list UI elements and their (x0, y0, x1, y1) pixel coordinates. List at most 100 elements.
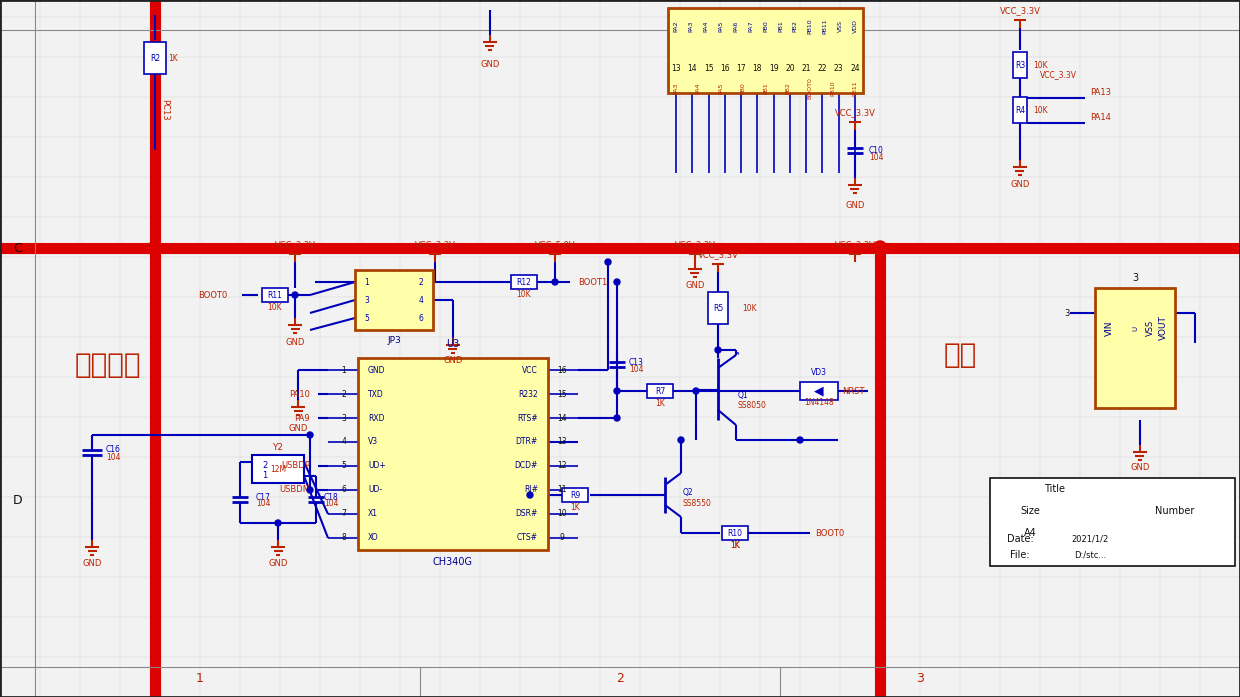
Text: 6: 6 (419, 314, 423, 323)
Text: C16: C16 (105, 445, 120, 454)
Text: VCC_3.3V: VCC_3.3V (698, 250, 739, 259)
Text: VOUT: VOUT (1158, 316, 1168, 340)
Circle shape (715, 347, 720, 353)
Text: DCD#: DCD# (515, 461, 538, 470)
Text: VCC_3.3V: VCC_3.3V (835, 240, 875, 250)
Text: VCC_3.3V: VCC_3.3V (274, 240, 315, 250)
Text: V3: V3 (368, 438, 378, 447)
Text: VSS: VSS (1146, 320, 1154, 336)
Text: 4: 4 (419, 296, 423, 305)
Text: VIN: VIN (1105, 320, 1114, 336)
Text: UD+: UD+ (368, 461, 386, 470)
Text: BOOT0: BOOT0 (198, 291, 228, 300)
Text: PB10: PB10 (830, 80, 835, 95)
Bar (722, 526, 748, 540)
Text: PA13: PA13 (1090, 88, 1111, 96)
Text: Title: Title (1044, 484, 1065, 494)
Text: C18: C18 (324, 493, 339, 502)
Text: PA3: PA3 (688, 20, 693, 32)
Circle shape (693, 388, 699, 394)
Text: 10K: 10K (268, 302, 283, 312)
Text: 104: 104 (105, 452, 120, 461)
Text: 2021/1/2: 2021/1/2 (1071, 535, 1109, 544)
Text: GND: GND (480, 59, 500, 68)
Text: 1: 1 (263, 470, 268, 480)
Text: R9: R9 (570, 491, 580, 500)
Text: PB11: PB11 (852, 80, 858, 95)
Text: R3: R3 (1014, 61, 1025, 70)
Text: 2: 2 (419, 277, 423, 286)
Text: 16: 16 (720, 63, 729, 72)
Text: BOOT0: BOOT0 (807, 77, 812, 99)
Text: PA5: PA5 (718, 82, 723, 93)
Text: 3: 3 (1064, 309, 1070, 318)
Text: 3: 3 (1132, 273, 1138, 283)
Text: 2: 2 (263, 461, 268, 470)
Text: R4: R4 (1014, 105, 1025, 114)
Text: PB2: PB2 (785, 82, 790, 94)
Text: 4: 4 (341, 438, 346, 447)
Text: 下载电路: 下载电路 (74, 351, 141, 379)
Text: VCC_3.3V: VCC_3.3V (835, 109, 875, 118)
Text: Y2: Y2 (273, 443, 284, 452)
Text: ◀: ◀ (815, 385, 823, 397)
Text: R2: R2 (150, 54, 160, 63)
Text: BOOT1: BOOT1 (578, 277, 608, 286)
Text: 10K: 10K (742, 303, 756, 312)
Bar (562, 488, 588, 502)
Text: 10K: 10K (1034, 105, 1048, 114)
Text: RI#: RI# (525, 486, 538, 494)
Text: PB0: PB0 (740, 82, 745, 94)
Text: 104: 104 (255, 500, 270, 509)
Bar (708, 292, 728, 324)
Text: VCC_3.3V: VCC_3.3V (675, 240, 715, 250)
Text: 1: 1 (342, 365, 346, 374)
Text: C17: C17 (255, 493, 270, 502)
Text: 12M: 12M (270, 464, 286, 473)
Bar (800, 382, 838, 400)
Text: CH340G: CH340G (433, 557, 472, 567)
Text: Q2: Q2 (683, 487, 693, 496)
Text: 15: 15 (557, 390, 567, 399)
Bar (1095, 288, 1176, 408)
Text: PA3: PA3 (673, 82, 678, 94)
Text: A4: A4 (1024, 528, 1037, 538)
Circle shape (308, 432, 312, 438)
Text: GND: GND (368, 365, 386, 374)
Text: SS8050: SS8050 (738, 401, 766, 410)
Text: PA10: PA10 (289, 390, 310, 399)
Text: 20: 20 (785, 63, 795, 72)
Text: GND: GND (268, 558, 288, 567)
Text: 13: 13 (671, 63, 681, 72)
Text: 2: 2 (616, 671, 624, 684)
Circle shape (678, 437, 684, 443)
Text: 1K: 1K (167, 54, 177, 63)
Text: PB10: PB10 (807, 18, 812, 34)
Text: RXD: RXD (368, 413, 384, 422)
Text: GND: GND (289, 424, 308, 433)
Circle shape (873, 241, 887, 255)
Text: D: D (14, 493, 22, 507)
Text: D:/stc...: D:/stc... (1074, 551, 1106, 560)
Text: ↗: ↗ (733, 351, 739, 360)
Text: 1K: 1K (570, 503, 580, 512)
Text: 9: 9 (559, 533, 564, 542)
Circle shape (605, 259, 611, 265)
Text: GND: GND (686, 280, 704, 289)
Text: VCC_3.3V: VCC_3.3V (999, 6, 1040, 15)
Text: VD3: VD3 (811, 367, 827, 376)
Text: GND: GND (1131, 464, 1149, 473)
Text: PB1: PB1 (777, 20, 782, 32)
Text: 5: 5 (341, 461, 346, 470)
Text: PA7: PA7 (748, 20, 753, 32)
Text: U3: U3 (446, 339, 460, 349)
Text: GND: GND (1011, 180, 1029, 188)
Text: 2: 2 (342, 390, 346, 399)
Text: GND: GND (285, 337, 305, 346)
Text: SS8550: SS8550 (683, 498, 712, 507)
Text: 22: 22 (817, 63, 827, 72)
Text: C: C (14, 241, 22, 254)
Text: Date:: Date: (1007, 534, 1033, 544)
Circle shape (614, 279, 620, 285)
Text: 12: 12 (557, 461, 567, 470)
